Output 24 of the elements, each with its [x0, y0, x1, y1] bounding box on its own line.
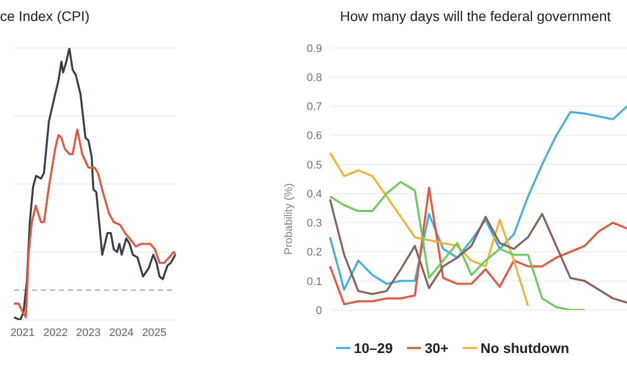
- y-tick-label: 0.6: [306, 130, 322, 142]
- y-tick-label: 0.5: [306, 159, 322, 172]
- y-axis-title: Probability (%): [282, 183, 295, 255]
- chart-title: How many days will the federal government: [340, 8, 611, 24]
- x-tick-label: 2025: [142, 326, 167, 339]
- y-tick-label: 0.4: [306, 188, 322, 200]
- line-series: [329, 152, 529, 307]
- legend-label: 30+: [424, 340, 449, 356]
- x-tick-label: 2021: [10, 326, 35, 339]
- legend-label: 10–29: [352, 340, 393, 356]
- y-tick-label: 0.2: [306, 246, 322, 259]
- line-series: [329, 105, 627, 291]
- chart-title: ce Index (CPI): [0, 8, 90, 24]
- y-tick-label: 0: [316, 304, 322, 317]
- x-tick-label: 2022: [43, 326, 68, 339]
- x-tick-label: 2023: [76, 326, 101, 339]
- x-tick-label: 2024: [109, 326, 134, 339]
- y-tick-label: 0.3: [306, 218, 322, 230]
- line-series: [329, 180, 586, 310]
- y-tick-label: 0.1: [306, 276, 322, 288]
- y-tick-label: 0.7: [306, 101, 322, 114]
- y-tick-label: 0.8: [306, 72, 322, 84]
- y-tick-label: 0.9: [306, 42, 322, 55]
- legend-label: No shutdown: [480, 340, 570, 356]
